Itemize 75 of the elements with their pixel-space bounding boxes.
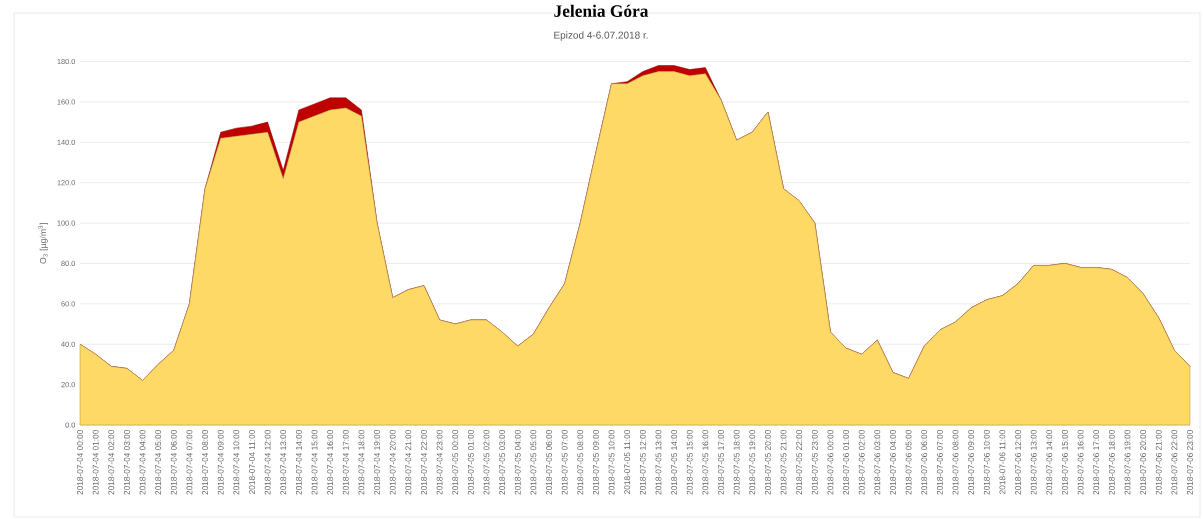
x-tick-label: 2018-07-04 04:00	[139, 430, 146, 495]
x-tick-label: 2018-07-06 06:00	[921, 430, 928, 495]
x-tick-label: 2018-07-04 20:00	[389, 430, 396, 495]
x-tick-label: 2018-07-04 14:00	[295, 430, 302, 495]
x-tick-label: 2018-07-06 02:00	[858, 430, 865, 495]
x-tick-label: 2018-07-04 10:00	[233, 430, 240, 495]
x-tick-label: 2018-07-04 16:00	[327, 430, 334, 495]
x-tick-label: 2018-07-06 21:00	[1155, 430, 1162, 495]
x-tick-label: 2018-07-06 13:00	[1030, 430, 1037, 495]
x-tick-label: 2018-07-04 02:00	[108, 430, 115, 495]
x-tick-label: 2018-07-04 09:00	[217, 430, 224, 495]
x-tick-label: 2018-07-06 20:00	[1140, 430, 1147, 495]
x-tick-label: 2018-07-05 19:00	[749, 430, 756, 495]
x-tick-label: 2018-07-04 11:00	[249, 430, 255, 494]
x-tick-label: 2018-07-06 16:00	[1077, 430, 1084, 495]
x-tick-label: 2018-07-05 18:00	[733, 430, 740, 495]
x-tick-label: 2018-07-04 22:00	[421, 430, 427, 495]
x-tick-label: 2018-07-05 08:00	[577, 430, 584, 495]
x-tick-label: 2018-07-04 08:00	[202, 430, 208, 495]
x-tick-label: 2018-07-06 05:00	[905, 430, 912, 495]
x-tick-label: 2018-07-06 07:00	[936, 430, 943, 495]
x-tick-label: 2018-07-06 09:00	[968, 430, 975, 495]
x-tick-label: 2018-07-06 03:00	[874, 430, 881, 495]
x-tick-label: 2018-07-06 14:00	[1046, 430, 1053, 495]
x-tick-label: 2018-07-04 19:00	[374, 430, 380, 495]
x-tick-label: 2018-07-05 01:00	[467, 430, 474, 495]
x-tick-label: 2018-07-05 12:00	[639, 430, 646, 495]
x-tick-label: 2018-07-05 20:00	[764, 430, 771, 495]
x-tick-label: 2018-07-06 22:00	[1171, 430, 1178, 495]
x-tick-label: 2018-07-05 23:00	[811, 430, 818, 495]
x-tick-label: 2018-07-04 03:00	[123, 430, 130, 495]
x-tick-label: 2018-07-05 16:00	[702, 430, 709, 495]
x-tick-label: 2018-07-04 06:00	[170, 430, 177, 495]
x-tick-label: 2018-07-06 12:00	[1015, 430, 1021, 495]
x-tick-label: 2018-07-05 03:00	[499, 430, 506, 495]
x-tick-label: 2018-07-06 19:00	[1124, 430, 1131, 495]
x-tick-label: 2018-07-04 18:00	[358, 430, 365, 495]
y-axis-title: O$_{3}$ [µg/m$^{3}$]	[38, 223, 48, 264]
x-tick-label: 2018-07-06 04:00	[890, 430, 896, 495]
x-tick-label: 2018-07-05 11:00	[624, 430, 631, 494]
x-tick-label: 2018-07-04 05:00	[155, 430, 162, 495]
x-tick-label: 2018-07-04 21:00	[405, 430, 412, 495]
x-tick-label: 2018-07-06 01:00	[843, 430, 849, 495]
x-tick-label: 2018-07-06 11:00	[999, 430, 1006, 494]
x-tick-label: 2018-07-05 22:00	[796, 430, 803, 495]
x-tick-label: 2018-07-05 14:00	[671, 430, 678, 495]
x-tick-label: 2018-07-05 05:00	[530, 430, 537, 495]
x-tick-label: 2018-07-05 02:00	[483, 430, 490, 495]
x-tick-label: 2018-07-06 17:00	[1093, 430, 1100, 495]
x-tick-label: 2018-07-06 08:00	[952, 430, 959, 495]
x-tick-label: 2018-07-05 06:00	[546, 430, 552, 495]
chart-title: Jelenia Góra	[554, 4, 649, 17]
x-tick-label: 2018-07-04 17:00	[342, 430, 349, 495]
x-tick-label: 2018-07-05 04:00	[514, 430, 521, 495]
x-tick-label: 2018-07-05 00:00	[452, 430, 459, 495]
x-tick-label: 2018-07-06 23:00	[1187, 430, 1193, 495]
x-tick-label: 2018-07-06 00:00	[827, 430, 834, 495]
x-tick-label: 2018-07-06 18:00	[1108, 430, 1115, 495]
x-tick-label: 2018-07-04 07:00	[186, 430, 193, 495]
x-tick-label: 2018-07-06 15:00	[1062, 430, 1068, 495]
x-tick-label: 2018-07-04 00:00	[77, 430, 83, 495]
x-tick-label: 2018-07-04 13:00	[280, 430, 287, 495]
x-tick-label: 2018-07-05 10:00	[608, 430, 615, 495]
x-tick-label: 2018-07-06 10:00	[983, 430, 990, 495]
x-tick-label: 2018-07-04 01:00	[92, 430, 99, 495]
x-tick-label: 2018-07-04 12:00	[264, 430, 271, 495]
x-tick-label: 2018-07-05 15:00	[686, 430, 693, 495]
x-tick-label: 2018-07-05 13:00	[655, 430, 662, 495]
x-tick-label: 2018-07-05 07:00	[561, 430, 568, 495]
x-tick-label: 2018-07-05 09:00	[592, 430, 599, 495]
chart-subtitle: Epizod 4-6.07.2018 r.	[554, 31, 648, 41]
x-tick-label: 2018-07-04 15:00	[311, 430, 318, 495]
x-tick-label: 2018-07-05 17:00	[718, 430, 724, 495]
x-tick-label: 2018-07-04 23:00	[436, 430, 443, 495]
x-tick-label: 2018-07-05 21:00	[780, 430, 787, 495]
